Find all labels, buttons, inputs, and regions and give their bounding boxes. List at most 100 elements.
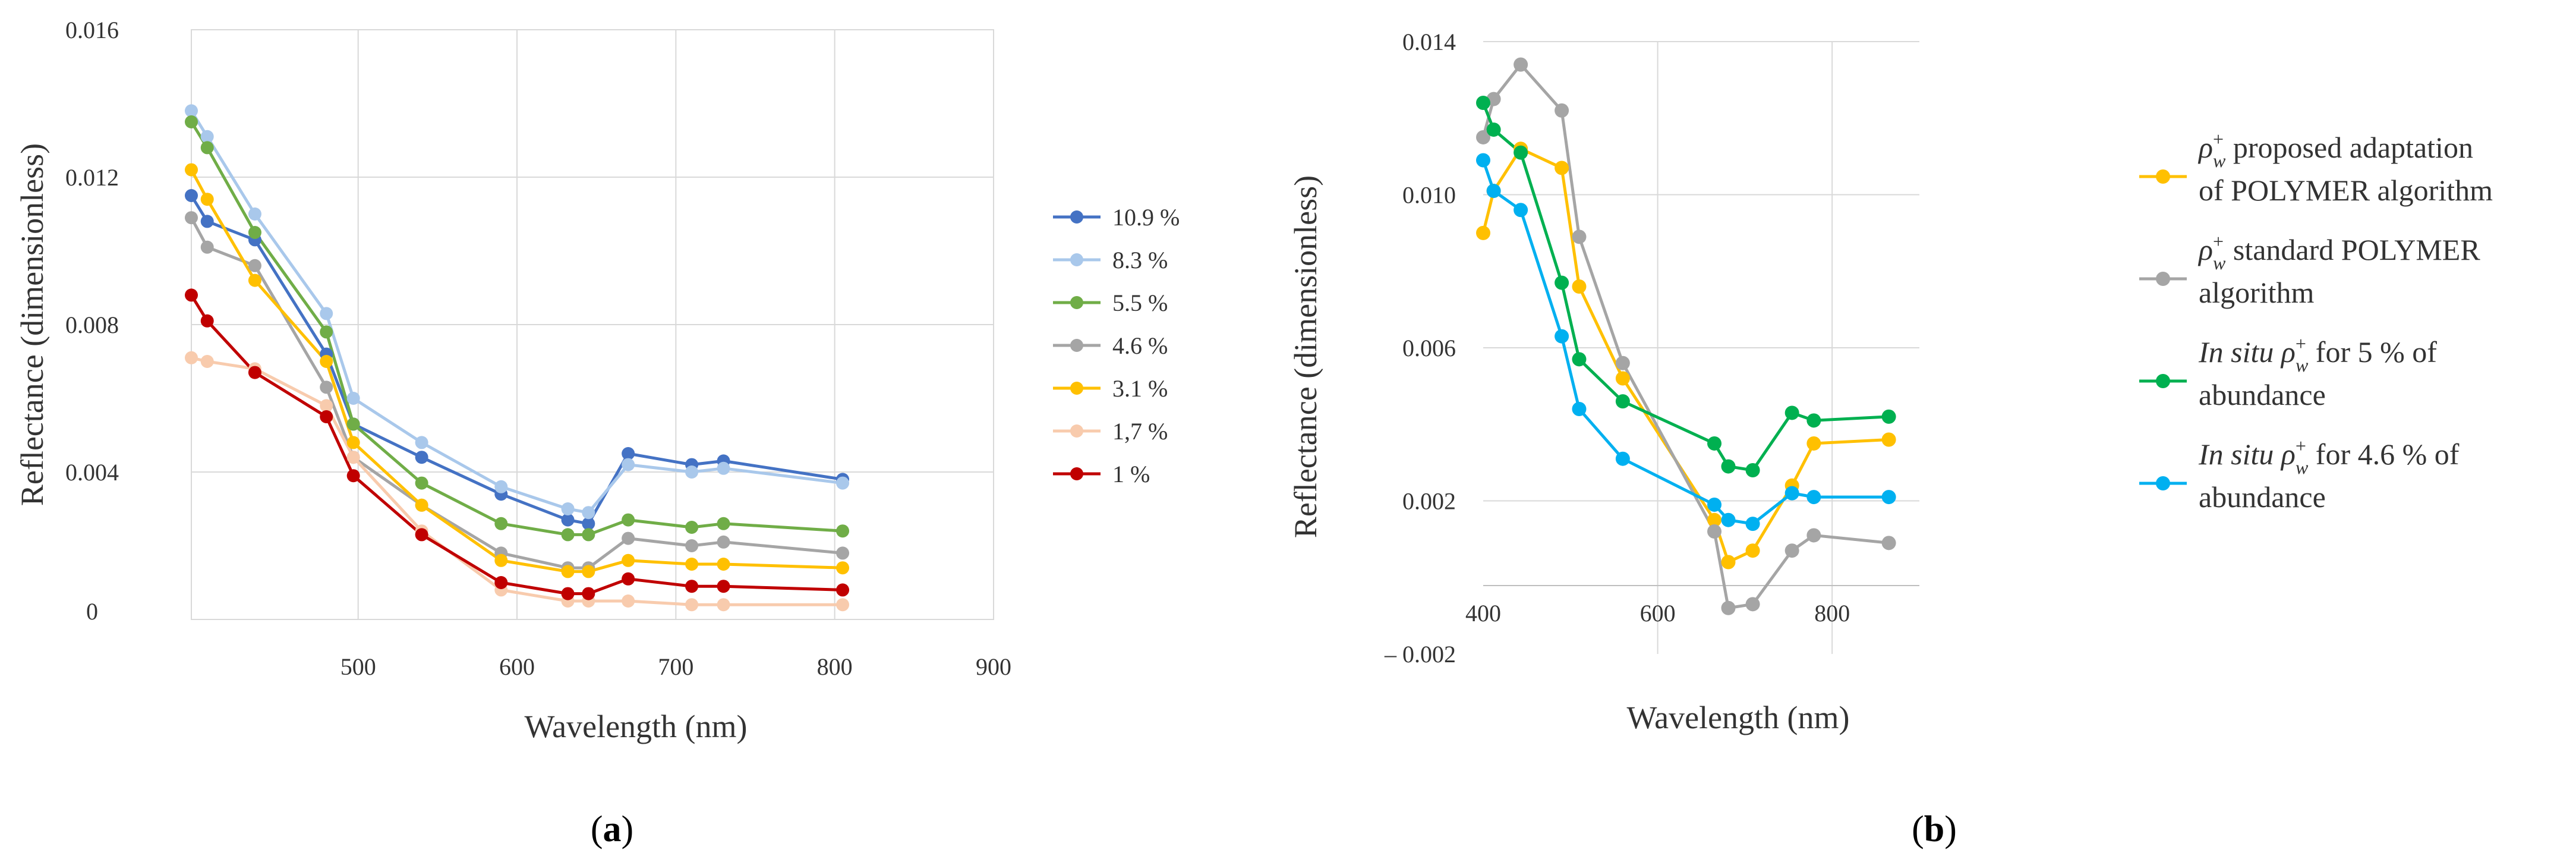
rho-superscript-b: + (2213, 231, 2224, 252)
data-point-a (248, 273, 261, 287)
legend-a: 10.9 % 8.3 % 5.5 % 4.6 % 3.1 % 1,7 % 1 % (1053, 204, 1180, 487)
data-point-b (1881, 409, 1896, 424)
series-points-b (1476, 57, 1896, 615)
data-point-b (1514, 145, 1528, 160)
legend-marker-a (1070, 339, 1083, 352)
y-tick-label-b: 0.010 (1402, 182, 1456, 209)
data-point-a (685, 521, 699, 534)
x-axis-label-a: Wavelength (nm) (524, 709, 747, 744)
legend-marker-b (2156, 374, 2170, 388)
data-point-b (1881, 536, 1896, 550)
data-point-a (836, 524, 850, 538)
data-point-a (346, 469, 360, 483)
x-tick-label-a: 600 (499, 653, 535, 680)
rho-symbol-b: ρ (2280, 438, 2296, 471)
data-point-b (1707, 436, 1722, 451)
data-point-a (836, 583, 850, 597)
data-point-b (1721, 459, 1736, 474)
data-point-a (185, 211, 198, 225)
data-point-b (1486, 122, 1501, 137)
data-point-b (1745, 543, 1760, 558)
legend-marker-a (1070, 296, 1083, 309)
x-tick-label-b: 400 (1465, 600, 1501, 627)
x-axis-label-b: Wavelength (nm) (1626, 700, 1849, 735)
data-point-a (320, 380, 333, 394)
rho-superscript-b: + (2296, 435, 2306, 457)
rho-symbol-b: ρ (2197, 131, 2213, 164)
data-point-b (1476, 153, 1490, 168)
rho-subscript-b: w (2296, 354, 2309, 376)
data-point-b (1745, 597, 1760, 612)
data-point-b (1745, 463, 1760, 477)
data-point-a (200, 355, 214, 368)
legend-entry-a: 8.3 % (1112, 247, 1168, 273)
data-point-a (582, 587, 595, 600)
rho-symbol-b: ρ (2197, 233, 2213, 266)
data-point-a (717, 558, 730, 571)
gridlines-b (1483, 41, 1919, 654)
data-point-b (1806, 490, 1821, 505)
data-point-a (494, 517, 508, 530)
data-point-a (320, 410, 333, 423)
legend-marker-a (1070, 210, 1083, 224)
legend-entry-b: In situ ρ+ w for 5 % of (2198, 333, 2437, 376)
legend-text-b: for 4.6 % of (2308, 438, 2459, 471)
rho-superscript-b: + (2213, 128, 2224, 150)
data-point-b (1572, 279, 1587, 294)
series-lines-b (1481, 63, 1889, 610)
data-point-b (1476, 96, 1490, 110)
chart-b: – 0.002 0.002 0.006 0.010 0.014 400 600 800 Re… (1288, 29, 2493, 850)
legend-text-b: proposed adaptation (2225, 131, 2473, 164)
data-point-a (185, 351, 198, 364)
y-tick-label-a: 0.004 (65, 459, 119, 486)
data-point-a (185, 288, 198, 302)
data-point-a (346, 436, 360, 449)
data-point-b (1721, 600, 1736, 615)
data-point-a (582, 517, 595, 530)
y-axis-label-b: Reflectance (dimensionless) (1288, 175, 1323, 538)
legend-entry-a: 10.9 % (1112, 204, 1180, 231)
data-point-a (248, 226, 261, 239)
legend-entry-b-line2: abundance (2199, 480, 2326, 514)
data-point-b (1707, 497, 1722, 512)
data-point-b (1555, 329, 1569, 344)
data-point-a (685, 539, 699, 552)
series-points-a (185, 104, 850, 612)
y-tick-label-a: 0.016 (65, 17, 119, 43)
data-point-a (561, 528, 575, 542)
data-point-b (1784, 486, 1799, 501)
data-point-a (320, 325, 333, 339)
legend-prefix-b: In situ (2198, 438, 2281, 471)
x-tick-label-b: 800 (1814, 600, 1850, 627)
x-ticks-b: 400 600 800 (1465, 600, 1850, 627)
data-point-a (717, 598, 730, 612)
data-point-a (561, 587, 575, 600)
data-point-b (1555, 103, 1569, 118)
data-point-a (717, 461, 730, 475)
data-point-a (200, 215, 214, 228)
data-point-a (494, 480, 508, 493)
legend-text-b: standard POLYMER (2225, 233, 2480, 266)
data-point-b (1486, 184, 1501, 199)
data-point-b (1555, 275, 1569, 290)
data-point-b (1476, 225, 1490, 240)
data-point-a (685, 465, 699, 479)
data-point-a (622, 594, 635, 608)
y-ticks-a: 0 0.004 0.008 0.012 0.016 (65, 17, 119, 625)
data-point-a (415, 528, 428, 542)
rho-subscript-b: w (2213, 252, 2226, 273)
legend-marker-a (1070, 253, 1083, 266)
data-point-a (622, 531, 635, 545)
data-point-b (1784, 405, 1799, 420)
data-point-a (200, 314, 214, 328)
data-point-a (622, 447, 635, 460)
y-tick-label-b: 0.006 (1402, 335, 1456, 361)
rho-symbol-b: ρ (2280, 335, 2296, 369)
y-tick-label-b: 0.002 (1402, 488, 1456, 515)
data-point-b (1615, 451, 1630, 466)
data-point-a (717, 580, 730, 593)
data-point-a (200, 141, 214, 155)
x-tick-label-a: 900 (976, 653, 1011, 680)
rho-subscript-b: w (2213, 150, 2226, 171)
